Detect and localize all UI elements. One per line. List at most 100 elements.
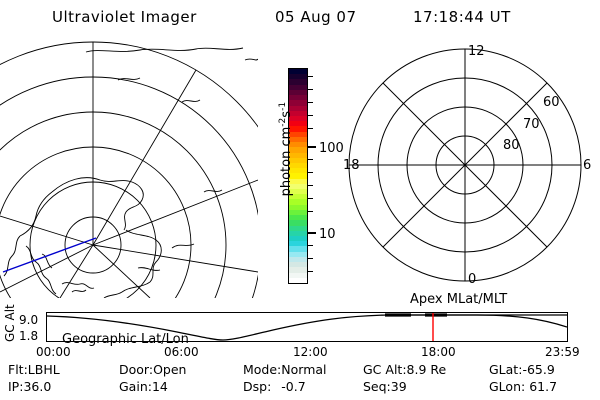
colorbar-segment (289, 220, 307, 226)
intensity-colorbar: 100 10 photon cm-2s-1 (258, 46, 354, 296)
mlt-label-18: 18 (343, 158, 360, 173)
colorbar-minor-tick (307, 159, 313, 160)
orbit-xtick-4: 23:59 (545, 345, 580, 359)
colorbar-segment (289, 236, 307, 242)
colorbar-segment (289, 69, 307, 75)
orbit-y-axis-title: GC Alt (2, 304, 18, 343)
terminator-line (2, 237, 97, 273)
colorbar-segment (289, 277, 307, 283)
orbit-xtick-2: 12:00 (293, 345, 328, 359)
colorbar-segment (289, 209, 307, 216)
status-door-value: Open (153, 362, 187, 377)
colorbar-major-tick (307, 232, 316, 234)
colorbar-segment (289, 178, 307, 184)
status-gain-value: 14 (151, 379, 168, 394)
colorbar-segment (289, 74, 307, 80)
coastline (3, 47, 258, 298)
colorbar-segment (289, 267, 307, 273)
colorbar-segment (289, 215, 307, 221)
status-seq-label: Seq: (363, 379, 391, 394)
status-gcalt-value: 8.9 Re (406, 362, 447, 377)
colorbar-segment (289, 246, 307, 252)
colorbar-segment (289, 95, 307, 101)
colorbar-segment (289, 262, 307, 268)
orbit-curve (46, 313, 568, 341)
colorbar-major-tick (307, 146, 316, 148)
status-flt-label: Flt: (8, 362, 28, 377)
colorbar-minor-tick (307, 128, 313, 129)
status-bar: Flt: LBHL Door: Open Mode: Normal GC Alt… (0, 362, 600, 398)
status-door-label: Door: (119, 362, 154, 377)
status-glat: GLat: -65.9 (489, 362, 555, 377)
status-dsp: Dsp: -0.7 (243, 379, 306, 394)
colorbar-segment (289, 121, 307, 127)
header-bar: Ultraviolet Imager 05 Aug 07 17:18:44 UT (0, 8, 600, 32)
colorbar-label-100: 100 (319, 141, 344, 156)
status-dsp-value: -0.7 (281, 379, 306, 394)
mlt-polar-grid (348, 48, 582, 282)
geographic-caption: Geographic Lat/Lon (62, 332, 189, 347)
mlt-label-6: 6 (583, 158, 592, 173)
status-gcalt-label: GC Alt: (363, 362, 407, 377)
status-mode: Mode: Normal (243, 362, 327, 377)
colorbar-segment (289, 100, 307, 106)
colorbar-minor-tick (307, 185, 313, 186)
colorbar-segment (289, 168, 307, 174)
colorbar-segment (289, 194, 307, 200)
mlt-dial-panel[interactable]: 12 6 0 18 60 70 80 Apex MLat/MLT (340, 40, 600, 307)
colorbar-segment (289, 126, 307, 132)
orbit-xtick-3: 18:00 (421, 345, 456, 359)
colorbar-segment (289, 142, 307, 148)
status-glon-label: GLon: (489, 379, 526, 394)
status-mode-value: Normal (281, 362, 327, 377)
colorbar-segment (289, 230, 307, 236)
colorbar-minor-tick (307, 102, 313, 103)
colorbar-minor-tick (307, 258, 313, 259)
orbit-xtick-1: 06:00 (164, 345, 199, 359)
mlat-label-80: 80 (503, 138, 520, 153)
colorbar-segment (289, 79, 307, 85)
colorbar-segment (289, 251, 307, 257)
orbit-altitude-plot[interactable]: GC Alt 9.0 1.8 00:00 06:00 12:00 18:00 2… (0, 304, 600, 359)
status-seq: Seq: 39 (363, 379, 407, 394)
colorbar-label-10: 10 (319, 227, 336, 242)
orbit-ytick-apogee: 9.0 (19, 313, 39, 327)
observation-time: 17:18:44 UT (413, 8, 511, 26)
status-glat-label: GLat: (489, 362, 523, 377)
colorbar-segment (289, 225, 307, 231)
status-flt: Flt: LBHL (8, 362, 60, 377)
colorbar-segment (289, 199, 307, 205)
colorbar-minor-tick (307, 271, 313, 272)
colorbar-title-mid: s (279, 110, 295, 118)
status-door: Door: Open (119, 362, 186, 377)
status-seq-value: 39 (390, 379, 407, 394)
colorbar-segment (289, 84, 307, 90)
colorbar-axis-title: photon cm-2s-1 (278, 69, 294, 229)
status-flt-value: LBHL (27, 362, 60, 377)
observation-date: 05 Aug 07 (275, 8, 357, 26)
colorbar-segment (289, 272, 307, 278)
colorbar-segment (289, 173, 307, 179)
colorbar-segment (289, 157, 307, 163)
colorbar-minor-tick (307, 76, 313, 77)
colorbar-minor-tick (307, 245, 313, 246)
colorbar-axis (307, 68, 308, 284)
mlt-label-0: 0 (468, 272, 477, 287)
orbit-plot-frame (46, 312, 568, 342)
geographic-image-panel[interactable]: Geographic Lat/Lon (0, 40, 258, 347)
mlt-label-12: 12 (468, 44, 485, 59)
status-glon-value: 61.7 (529, 379, 558, 394)
colorbar-segment (289, 189, 307, 195)
status-glon: GLon: 61.7 (489, 379, 557, 394)
status-glat-value: -65.9 (522, 362, 555, 377)
orbit-ytick-perigee: 1.8 (19, 329, 39, 343)
colorbar-minor-tick (307, 211, 313, 212)
status-gain-label: Gain: (119, 379, 152, 394)
colorbar-segment (289, 256, 307, 263)
colorbar-minor-tick (307, 198, 313, 199)
colorbar-gradient (288, 68, 308, 284)
colorbar-segment (289, 241, 307, 247)
mlat-label-60: 60 (543, 95, 560, 110)
colorbar-minor-tick (307, 172, 313, 173)
colorbar-segment (289, 110, 307, 116)
